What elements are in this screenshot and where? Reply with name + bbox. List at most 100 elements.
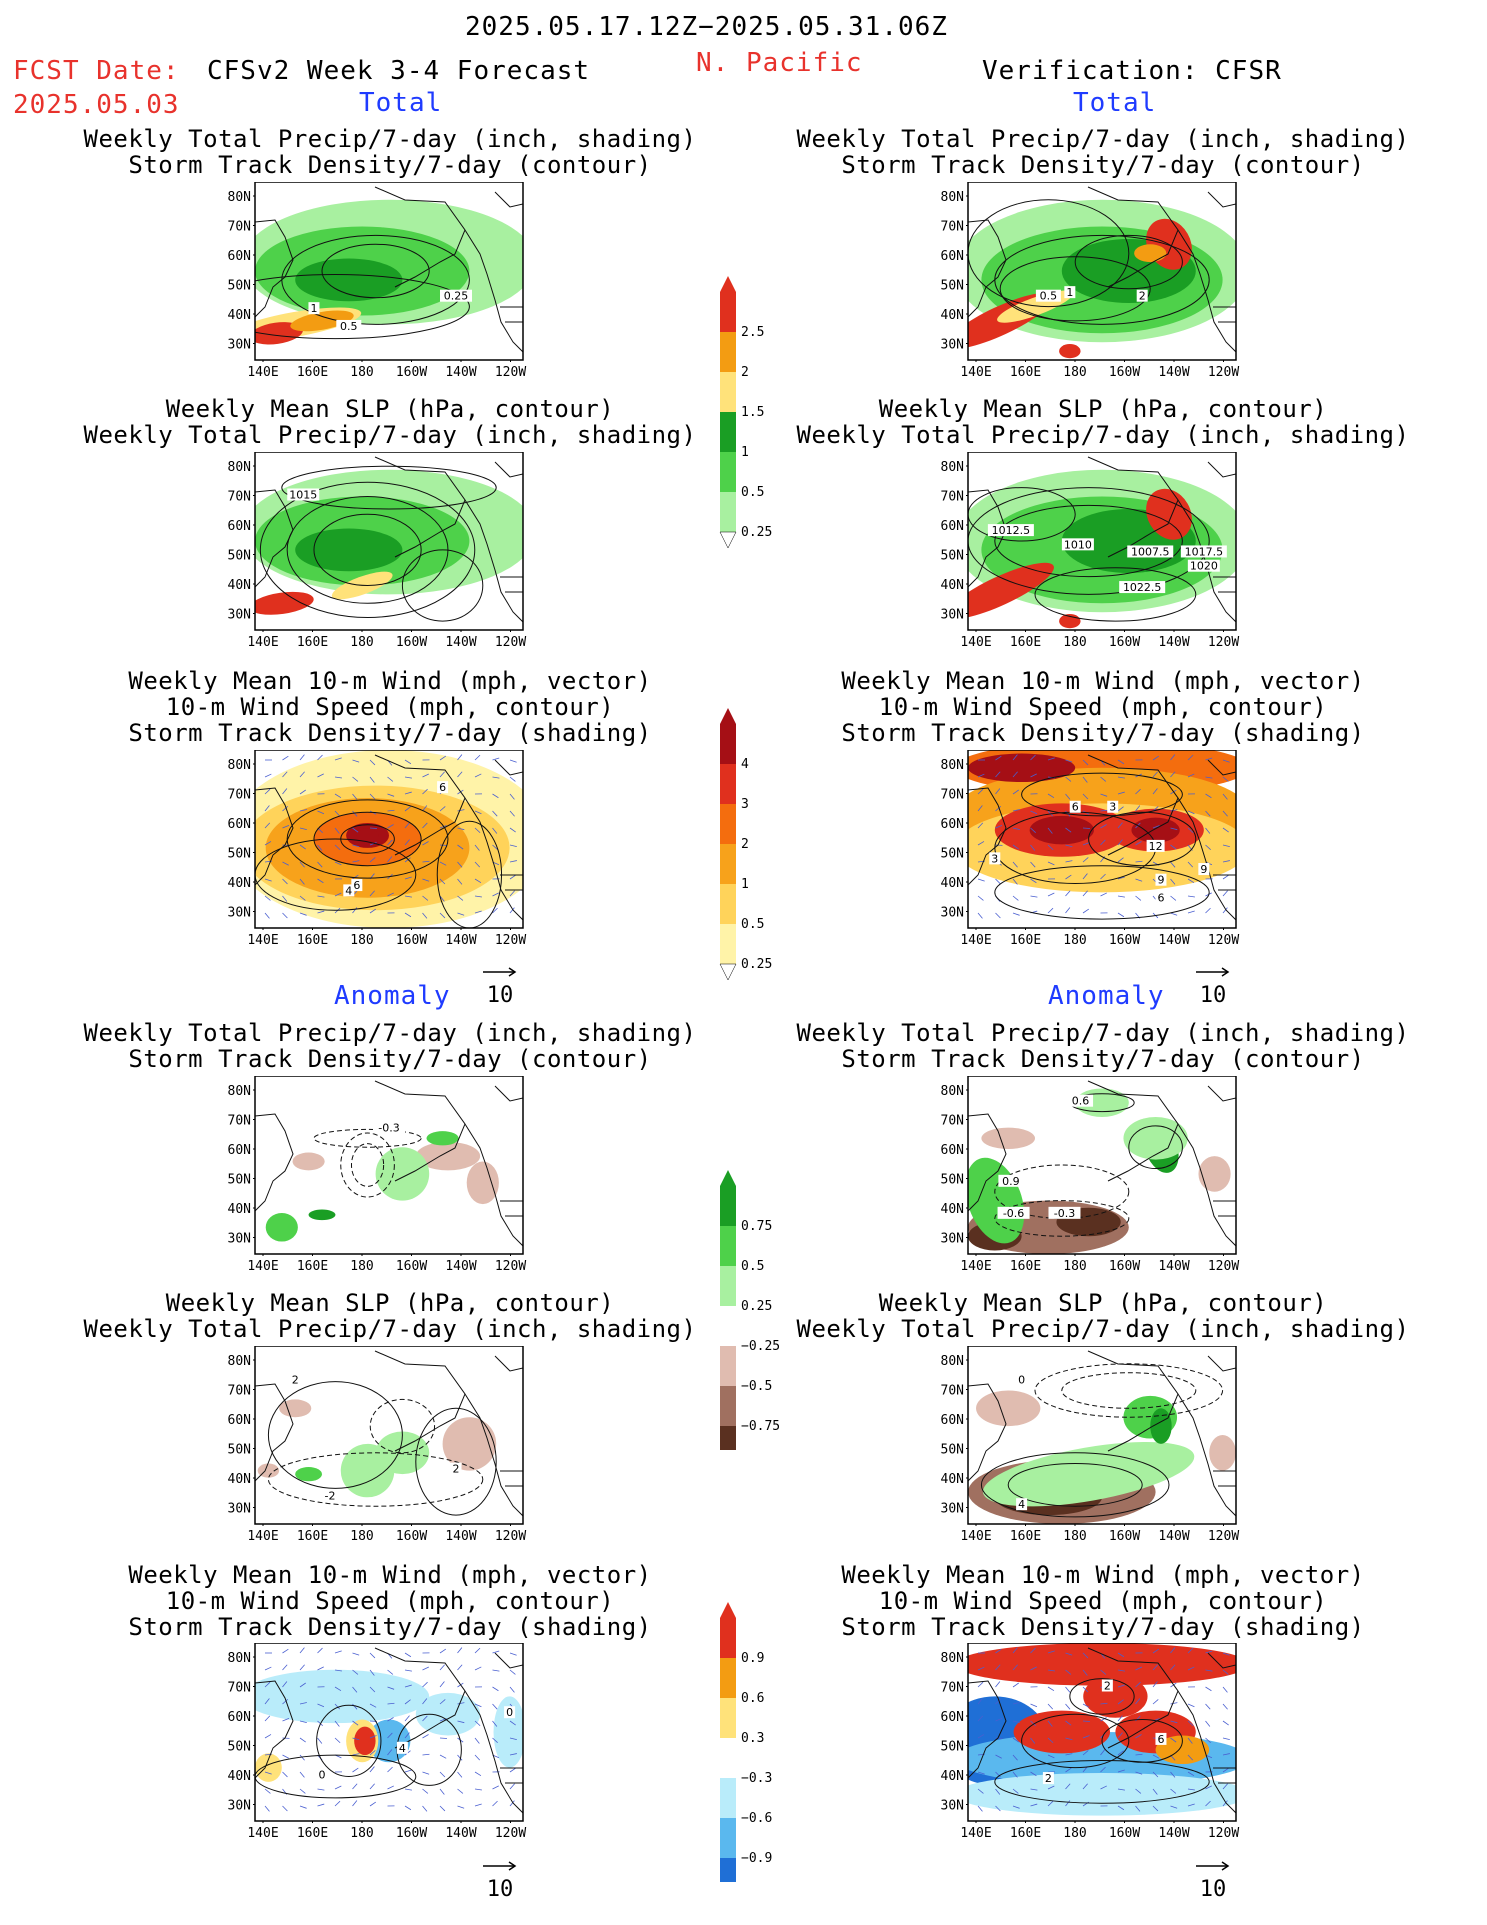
map-vf-total-wind: 6 3 12 9 9 6 3 80N 70N 60N 50N 40N 30N 140E 160E 180 160… xyxy=(941,750,1239,948)
title-fc-anom-wind: Weekly Mean 10-m Wind (mph, vector) 10-m… xyxy=(128,1561,652,1641)
contour-label: 1017.5 xyxy=(1185,545,1224,558)
colorbar-label: 4 xyxy=(741,757,749,772)
shading xyxy=(968,1088,1231,1254)
lat-tick-label: 40N xyxy=(941,578,964,593)
plot-frame xyxy=(254,750,524,929)
lon-tick-label: 180 xyxy=(1063,365,1086,380)
colorbar-label: −0.5 xyxy=(741,1379,772,1394)
shading xyxy=(968,469,1236,629)
lat-tick-label: 50N xyxy=(941,847,964,862)
lon-tick-label: 140W xyxy=(1158,1529,1189,1544)
lat-tick-label: 40N xyxy=(941,1769,964,1784)
colorbar-swatch xyxy=(720,1346,736,1386)
shading xyxy=(255,469,523,615)
lat-tick-label: 30N xyxy=(228,1502,251,1517)
colorbar-label: −0.9 xyxy=(741,1851,772,1866)
lat-tick-label: 70N xyxy=(941,220,964,235)
contour-set xyxy=(994,1678,1210,1804)
colorbar-cap xyxy=(720,276,736,292)
contour-label: -0.3 xyxy=(1054,1207,1075,1220)
lat-tick-label: 50N xyxy=(941,1443,964,1458)
vector-ref-value: 10 xyxy=(1199,983,1227,1008)
lat-tick-label: 40N xyxy=(941,1472,964,1487)
lat-tick-label: 30N xyxy=(228,608,251,623)
lat-tick-label: 70N xyxy=(228,1114,251,1129)
map-fc-anom-wind: 4 0 0 80N 70N 60N 50N 40N 30N 140E 160E 180 160W 140W… xyxy=(228,1643,526,1841)
lon-tick-label: 160W xyxy=(396,1259,427,1274)
lon-tick-label: 140E xyxy=(247,1259,278,1274)
colorbar-swatch xyxy=(720,1618,736,1658)
lon-tick-label: 140W xyxy=(1158,365,1189,380)
coastline xyxy=(255,1350,523,1517)
contour-label: 4 xyxy=(399,1742,406,1755)
ref-arrow-icon xyxy=(483,1861,517,1871)
plot-frame xyxy=(254,182,524,361)
lon-tick-label: 120W xyxy=(495,933,526,948)
coastline xyxy=(968,1647,1236,1814)
lon-tick-label: 140E xyxy=(960,1529,991,1544)
title-fc-total-slp: Weekly Mean SLP (hPa, contour) Weekly To… xyxy=(83,395,697,449)
section-anomaly-left: Anomaly xyxy=(334,981,451,1011)
colorbar-swatch xyxy=(720,1738,736,1778)
coastline xyxy=(968,186,1236,353)
colorbar-anom-precip: 0.75 0.5 0.25 −0.25 −0.5 −0.75 xyxy=(720,1170,780,1450)
lat-tick-label: 30N xyxy=(941,1502,964,1517)
coastline xyxy=(255,456,523,623)
colorbar-label: −0.25 xyxy=(741,1339,780,1354)
lon-tick-label: 120W xyxy=(495,635,526,650)
lon-tick-label: 160E xyxy=(297,365,328,380)
lon-tick-label: 180 xyxy=(350,635,373,650)
lon-tick-label: 160E xyxy=(1010,635,1041,650)
lon-tick-label: 180 xyxy=(1063,1826,1086,1841)
contour-label: 4 xyxy=(1018,1498,1025,1511)
contour-label: 6 xyxy=(439,781,446,794)
lat-tick-label: 60N xyxy=(941,817,964,832)
lat-tick-label: 50N xyxy=(228,279,251,294)
lat-tick-label: 70N xyxy=(941,1114,964,1129)
plot-frame xyxy=(254,452,524,631)
lat-tick-label: 80N xyxy=(228,1084,251,1099)
lat-tick-label: 30N xyxy=(941,608,964,623)
colorbar-swatch xyxy=(720,452,736,492)
lon-tick-label: 140E xyxy=(960,933,991,948)
colorbar-swatch xyxy=(720,332,736,372)
colorbar-label: 2 xyxy=(741,365,749,380)
contour-label: 2 xyxy=(1104,1680,1111,1693)
contour-label: 1022.5 xyxy=(1123,581,1162,594)
plot-frame xyxy=(967,1346,1237,1525)
lat-tick-label: 40N xyxy=(941,1202,964,1217)
colorbar-label: 1 xyxy=(741,445,749,460)
colorbar-swatch xyxy=(720,844,736,884)
lon-tick-label: 120W xyxy=(1208,1259,1239,1274)
title-fc-total-precip: Weekly Total Precip/7-day (inch, shading… xyxy=(83,125,697,179)
lat-tick-label: 70N xyxy=(228,1681,251,1696)
contour-label: 1015 xyxy=(289,489,317,502)
colorbar-label: 2 xyxy=(741,837,749,852)
lon-tick-label: 160E xyxy=(297,635,328,650)
title-vf-total-wind: Weekly Mean 10-m Wind (mph, vector) 10-m… xyxy=(841,667,1365,747)
colorbar-label: 0.25 xyxy=(741,957,772,972)
lon-tick-label: 120W xyxy=(495,1826,526,1841)
title-vf-total-slp: Weekly Mean SLP (hPa, contour) Weekly To… xyxy=(796,395,1410,449)
contour-label: 9 xyxy=(1157,874,1164,887)
lon-tick-label: 160W xyxy=(1109,1259,1140,1274)
coastline xyxy=(255,1647,523,1814)
lat-tick-label: 70N xyxy=(941,1681,964,1696)
lon-tick-label: 140W xyxy=(445,635,476,650)
lon-tick-label: 140E xyxy=(247,365,278,380)
plot-frame xyxy=(254,1076,524,1255)
lon-tick-label: 180 xyxy=(1063,635,1086,650)
plot-frame xyxy=(254,1643,524,1822)
lat-tick-label: 30N xyxy=(228,338,251,353)
lat-tick-label: 60N xyxy=(228,249,251,264)
plot-frame xyxy=(254,1346,524,1525)
colorbar-swatch xyxy=(720,1858,736,1882)
plot-frame xyxy=(967,750,1237,929)
colorbar-swatch xyxy=(720,884,736,924)
lat-tick-label: 30N xyxy=(941,1799,964,1814)
lon-tick-label: 160E xyxy=(297,1259,328,1274)
coastline xyxy=(255,754,523,921)
contour-label: 3 xyxy=(1109,801,1116,814)
colorbar-label: 0.25 xyxy=(741,1299,772,1314)
